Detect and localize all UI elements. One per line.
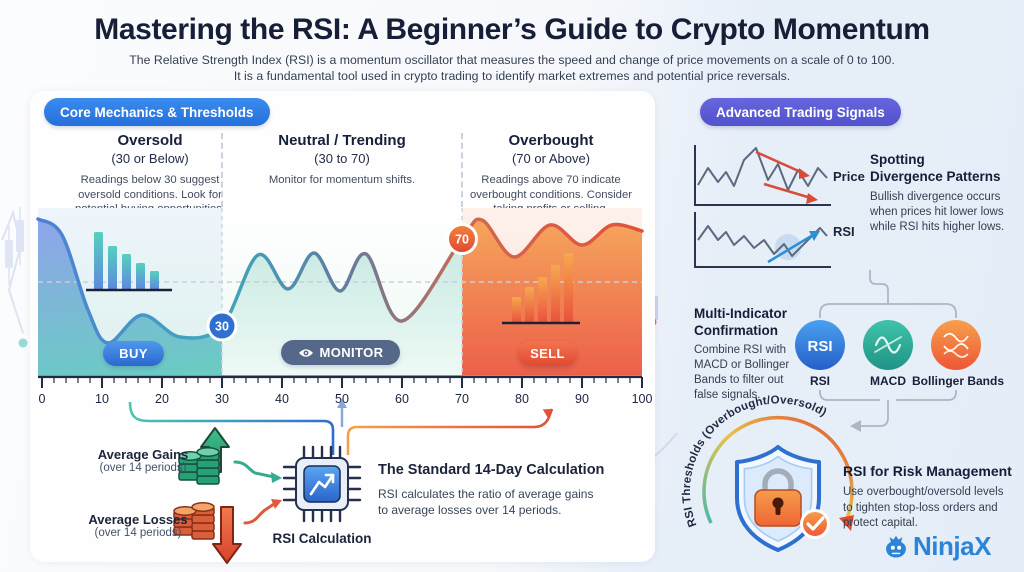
zone-overbought-column: Overbought (70 or Above) Readings above … — [456, 132, 646, 217]
zone-neutral-column: Neutral / Trending (30 to 70) Monitor fo… — [247, 132, 437, 188]
losses-down-arrow-icon — [212, 506, 242, 564]
rsi-chart-label: RSI — [833, 224, 855, 239]
indicator-label-bollinger: Bollinger Bands — [911, 374, 1004, 388]
oversold-bars-decoration — [94, 232, 159, 290]
losses-connector-arrow — [243, 502, 276, 525]
zone-oversold-title: Oversold — [117, 132, 183, 149]
rsi-mini-chart — [694, 212, 831, 268]
sell-button[interactable]: SELL — [518, 341, 577, 366]
flow-line-chip-to-overbought — [346, 408, 554, 455]
svg-text:100: 100 — [632, 392, 653, 406]
page-title: Mastering the RSI: A Beginner’s Guide to… — [94, 13, 930, 46]
gains-coins-icon — [178, 447, 220, 485]
svg-text:0: 0 — [39, 392, 46, 406]
threshold-70-badge: 70 — [446, 223, 478, 255]
zone-oversold-range: (30 or Below) — [111, 151, 189, 166]
divergence-heading: Spotting Divergence Patterns — [870, 152, 1001, 184]
zone-overbought-range: (70 or Above) — [511, 151, 591, 166]
check-badge-icon — [800, 509, 830, 539]
advanced-signals-graphics: RSI RSI Thresholds (Overbought/Oversold) — [681, 145, 981, 552]
svg-text:60: 60 — [395, 392, 409, 406]
svg-text:RSI: RSI — [807, 338, 832, 355]
rsi-calculation-label: RSI Calculation — [272, 531, 372, 546]
svg-text:50: 50 — [335, 392, 349, 406]
flow-arrowhead-red — [542, 409, 552, 419]
price-mini-chart — [694, 145, 831, 206]
monitor-button[interactable]: MONITOR — [281, 340, 400, 365]
threshold-30-badge: 30 — [206, 310, 238, 342]
risk-heading: RSI for Risk Management — [843, 463, 1012, 479]
candlestick-watermark-left — [1, 207, 28, 348]
divergence-body: Bullish divergence occurs when prices hi… — [870, 191, 1005, 233]
gains-connector-arrow — [233, 460, 276, 479]
price-chart-label: Price — [833, 169, 865, 184]
axis-baseline — [38, 375, 642, 379]
calculation-heading: The Standard 14-Day Calculation — [378, 462, 605, 478]
bollinger-bands-icon — [931, 320, 981, 370]
multi-indicator-body: Combine RSI with MACD or Bollinger Bands… — [694, 344, 790, 401]
average-gains-label: Average Gains (over 14 periods) — [97, 447, 189, 474]
indicator-label-macd: MACD — [870, 374, 906, 388]
average-losses-label: Average Losses (over 14 periods) — [88, 512, 188, 539]
multi-indicator-heading: Multi-Indicator Confirmation — [694, 306, 787, 338]
svg-text:20: 20 — [155, 392, 169, 406]
signal-connector-lines — [819, 270, 957, 427]
overbought-bars-decoration — [512, 253, 573, 323]
calculation-body: RSI calculates the ratio of average gain… — [378, 487, 594, 517]
svg-text:10: 10 — [95, 392, 109, 406]
page-subtitle-line2: It is a fundamental tool used in crypto … — [233, 69, 791, 83]
core-mechanics-badge: Core Mechanics & Thresholds — [44, 98, 270, 126]
connector-arrowhead — [850, 420, 861, 432]
rsi-circle-icon: RSI — [795, 320, 845, 370]
advanced-signals-badge: Advanced Trading Signals — [700, 98, 901, 126]
zone-oversold-column: Oversold (30 or Below) Readings below 30… — [55, 132, 245, 217]
zone-separator-2 — [461, 133, 463, 207]
svg-text:40: 40 — [275, 392, 289, 406]
svg-text:90: 90 — [575, 392, 589, 406]
rsi-scale-chart: 30 70 0 10 20 30 40 50 60 70 80 90 100 — [36, 208, 653, 406]
threshold-arc — [702, 415, 854, 524]
eye-icon — [298, 348, 313, 357]
zone-neutral-title: Neutral / Trending — [278, 132, 406, 149]
svg-text:70: 70 — [455, 233, 469, 247]
zone-neutral-range: (30 to 70) — [314, 151, 370, 166]
risk-body: Use overbought/oversold levels to tighte… — [843, 486, 1004, 529]
calculation-flow-graphics — [128, 399, 554, 564]
lock-shackle — [762, 468, 794, 494]
svg-text:70: 70 — [455, 392, 469, 406]
buy-button[interactable]: BUY — [103, 341, 164, 366]
svg-text:80: 80 — [515, 392, 529, 406]
zone-separator-1 — [221, 133, 223, 207]
zone-overbought-title: Overbought — [508, 132, 594, 149]
brand-logo: NinjaX — [882, 531, 991, 562]
svg-text:30: 30 — [215, 392, 229, 406]
svg-text:30: 30 — [215, 320, 229, 334]
indicator-label-rsi: RSI — [809, 374, 830, 388]
page-subtitle-line1: The Relative Strength Index (RSI) is a m… — [129, 53, 895, 67]
rsi-calculation-chip-icon — [282, 445, 362, 523]
ninjax-logo-icon — [886, 535, 906, 557]
macd-wave-icon — [863, 320, 913, 370]
axis-ticks: 0 10 20 30 40 50 60 70 80 90 100 — [39, 377, 653, 406]
flow-line-oversold-to-chip — [128, 401, 335, 455]
risk-shield-icon: RSI Thresholds (Overbought/Oversold) — [681, 394, 854, 552]
losses-coins-icon — [173, 502, 215, 540]
